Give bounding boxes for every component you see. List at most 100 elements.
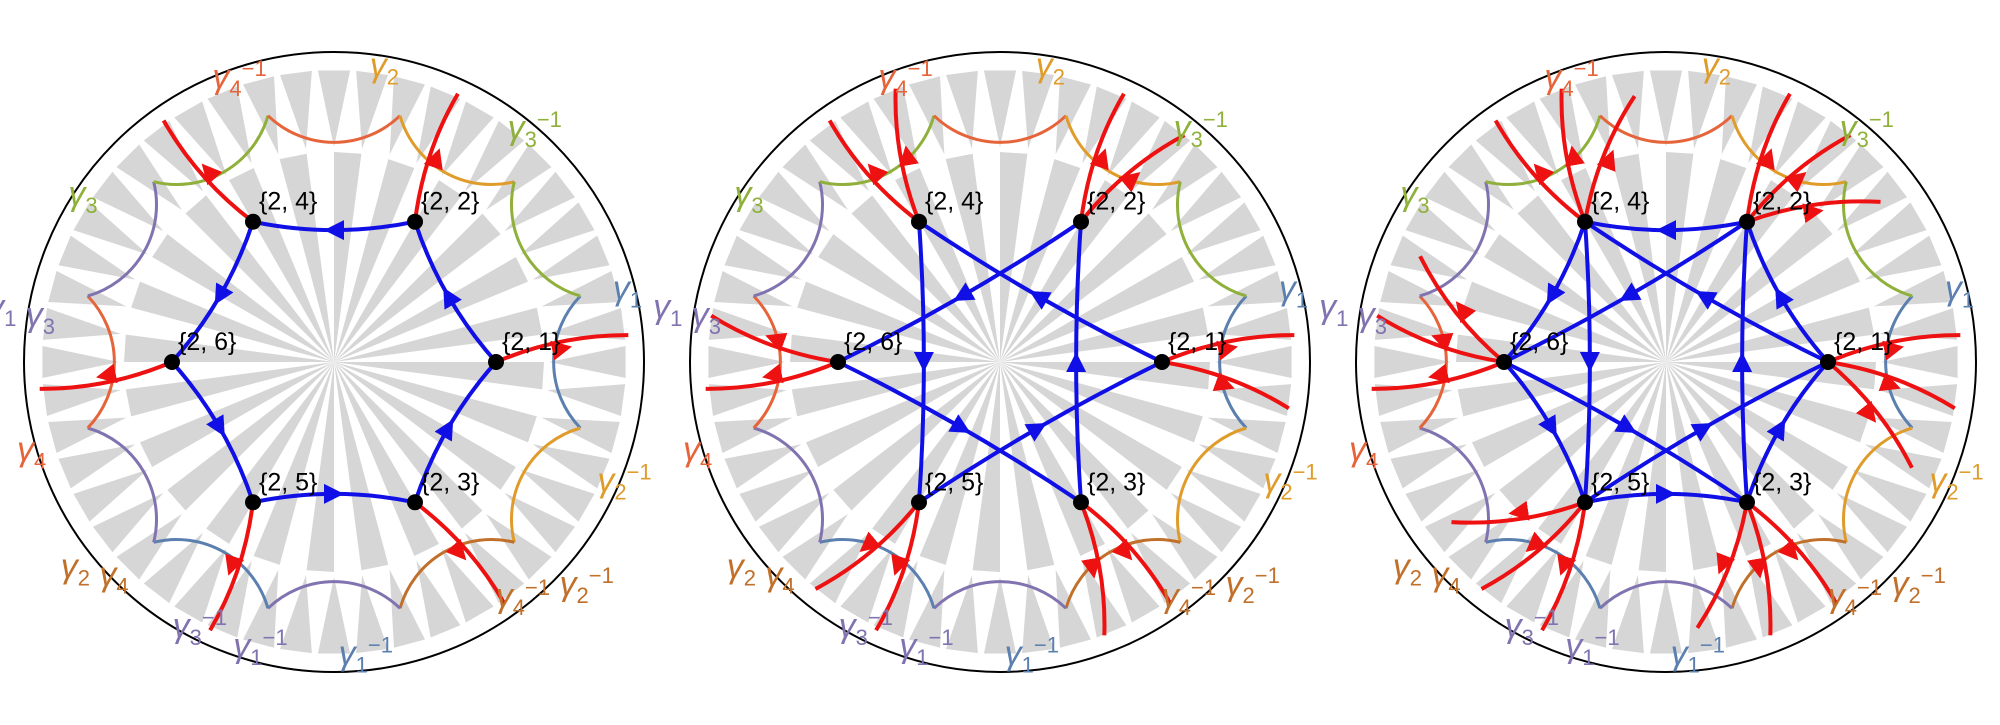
tile-fan [714, 271, 793, 307]
tile-wedge [334, 307, 543, 362]
red-edge-arrow [1118, 171, 1141, 193]
gamma-label: γ3−1 [173, 605, 227, 650]
red-edge-arrow [765, 332, 788, 352]
boundary-arc [1884, 294, 1914, 430]
gamma-label: γ2 [370, 46, 399, 89]
boundary-arc [1418, 294, 1448, 430]
tile-wedge [1638, 362, 1666, 572]
tile-fan [464, 120, 525, 192]
tile-fan [317, 70, 351, 147]
tile-fan [356, 575, 388, 654]
tile-fan [486, 144, 552, 210]
tiling [1374, 70, 1958, 654]
tile-wedge [1666, 257, 1861, 362]
tile-wedge [1585, 362, 1666, 565]
gamma-label: γ2 [1702, 46, 1731, 89]
disk-boundary [689, 51, 1311, 673]
node-label: {2, 6} [178, 328, 236, 356]
boundary-arc [819, 537, 936, 609]
tile-fan [389, 569, 425, 648]
tile-fan [909, 569, 945, 648]
node-label: {2, 2} [421, 188, 479, 216]
tile-fan [1207, 271, 1286, 307]
nodes: {2, 1} {2, 2} {2, 4} {2, 6} {2, 5} {2, 3} [1496, 188, 1892, 511]
tile-fan [1374, 308, 1453, 340]
tile-wedge [1000, 152, 1028, 362]
red-edge-arrow [1455, 301, 1477, 324]
tile-wedge [791, 362, 1000, 417]
tile-wedge [279, 153, 334, 362]
gamma-label: γ3−1 [1174, 107, 1228, 152]
tile-fan [1721, 569, 1757, 648]
red-edge-arrow [96, 363, 118, 384]
boundary-arc [932, 114, 1068, 144]
tile-fan [1374, 345, 1451, 379]
node-dot [1577, 213, 1593, 230]
red-edge-arrow [201, 163, 223, 186]
red-edge-arrow [1565, 145, 1585, 167]
gamma-label: γ2 γ4 [727, 547, 795, 598]
node-label: {2, 1} [502, 328, 560, 356]
gamma-label: γ1−1 [1565, 625, 1619, 670]
node-label: {2, 3} [1087, 468, 1145, 496]
tile-fan [840, 101, 893, 176]
gamma-label: γ3−1 [1505, 605, 1559, 650]
red-edge-arrow [1081, 557, 1101, 579]
red-edge-arrow [423, 148, 443, 171]
red-edge-arrow [1878, 372, 1901, 392]
tile-wedge [139, 362, 334, 467]
red-edge-arrow [891, 553, 911, 576]
tile-wedge [1666, 152, 1694, 362]
gamma-label: γ1 γ3 [653, 288, 721, 339]
node-label: {2, 5} [259, 468, 317, 496]
tile-wedge [1000, 180, 1128, 362]
blue-edge-arrow [1690, 422, 1713, 442]
red-edge-arrow [1802, 203, 1824, 224]
red-edges [705, 88, 1295, 636]
tile-wedge [125, 362, 335, 417]
blue-edge-arrow [1695, 291, 1718, 310]
panels-layer: {2, 1} {2, 2} {2, 4} {2, 6} {2, 5} {2, 3} γ4−1… [0, 46, 1984, 677]
tile-fan [1773, 548, 1826, 623]
blue-edge-arrow [1614, 414, 1637, 433]
tile-fan [1055, 76, 1091, 155]
tile-fan [1818, 514, 1884, 580]
gamma-label: γ1 [1945, 270, 1974, 313]
red-edge-arrow [1716, 552, 1736, 575]
gamma-label: γ2 γ4 [1393, 547, 1461, 598]
tile-fan [1107, 548, 1160, 623]
tile-wedge [334, 362, 389, 571]
red-edge-arrow [867, 163, 889, 186]
boundary-arc [509, 426, 581, 543]
tile-fan [1575, 569, 1611, 648]
red-edge-arrow [225, 553, 245, 576]
tile-wedge [1000, 159, 1081, 362]
tile-fan [243, 76, 279, 155]
gamma-label: γ1−1 [233, 625, 287, 670]
tile-wedge [1666, 362, 1848, 490]
tile-fan [504, 171, 576, 232]
node-label: {2, 5} [925, 468, 983, 496]
boundary-arc [1730, 115, 1847, 187]
tile-fan [280, 575, 312, 654]
tile-fan [1879, 384, 1958, 416]
tile-fan [946, 70, 978, 149]
tile-fan [1170, 171, 1242, 232]
node-label: {2, 4} [925, 188, 983, 216]
tile-fan [1773, 101, 1826, 176]
nodes: {2, 1} {2, 2} {2, 4} {2, 6} {2, 5} {2, 3} [830, 188, 1226, 511]
tile-wedge [818, 234, 1000, 362]
tile-fan [724, 444, 802, 489]
tile-fan [1152, 144, 1218, 210]
node-label: {2, 6} [1510, 328, 1568, 356]
node-dot [1739, 213, 1755, 230]
tile-fan [1836, 492, 1908, 553]
tile-wedge [206, 362, 334, 544]
red-edge-arrow [1882, 340, 1904, 361]
tile-fan [207, 86, 252, 164]
boundary-arc [1485, 115, 1602, 187]
tile-fan [1198, 444, 1276, 489]
tile-fan [1575, 76, 1611, 155]
tile-wedge [919, 362, 1000, 565]
tile-wedge [253, 362, 334, 565]
